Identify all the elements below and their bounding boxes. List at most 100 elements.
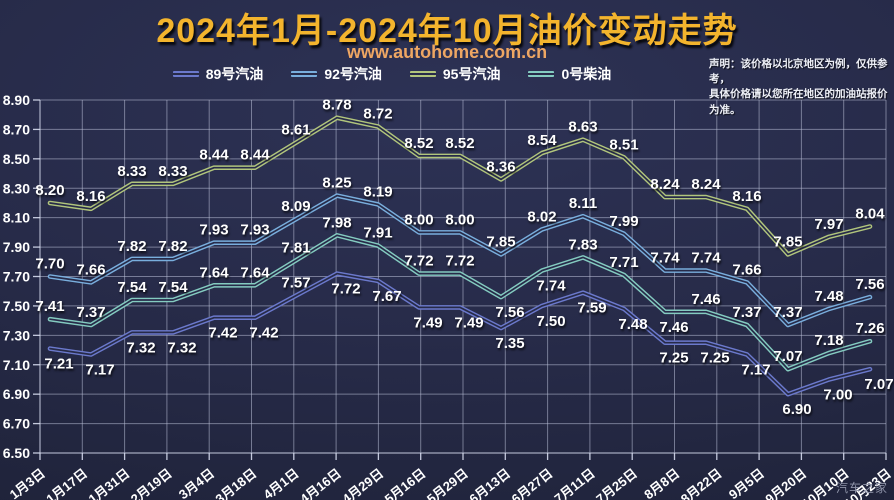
data-label-gasoline-95: 8.72 <box>363 105 392 122</box>
x-axis-tick-label: 4月1日 <box>261 466 302 500</box>
y-axis-tick-label: 8.70 <box>3 121 30 137</box>
x-axis-tick-label: 4月29日 <box>339 466 386 500</box>
data-label-gasoline-89: 7.57 <box>281 275 310 292</box>
data-label-diesel-0: 7.18 <box>814 332 843 349</box>
data-label-gasoline-92: 8.02 <box>527 208 556 225</box>
legend-item-gasoline-95: 95号汽油 <box>409 64 501 84</box>
data-label-diesel-0: 7.83 <box>568 236 597 253</box>
y-axis-tick-label: 7.70 <box>3 269 30 285</box>
data-label-gasoline-92: 7.93 <box>199 222 228 239</box>
data-label-gasoline-95: 8.52 <box>445 135 474 152</box>
website-url: www.autohome.com.cn <box>346 42 548 62</box>
legend-item-gasoline-89: 89号汽油 <box>172 64 264 84</box>
data-label-gasoline-95: 8.16 <box>732 188 761 205</box>
data-label-gasoline-89: 7.35 <box>495 335 524 352</box>
data-label-diesel-0: 7.74 <box>536 278 566 295</box>
y-axis-tick-label: 6.90 <box>3 386 30 402</box>
x-axis-tick-label: 8月8日 <box>641 466 682 500</box>
y-axis-tick-label: 6.70 <box>3 416 30 432</box>
legend-label-diesel-0: 0号柴油 <box>561 66 612 82</box>
data-label-diesel-0: 7.91 <box>363 225 392 242</box>
x-axis-tick-label: 9月20日 <box>762 466 809 500</box>
x-axis-tick-label: 5月29日 <box>424 466 471 500</box>
data-label-gasoline-89: 7.59 <box>577 300 606 317</box>
disclaimer-line-1: 声明：该价格以北京地区为例，仅供参考， <box>709 58 888 86</box>
data-label-gasoline-92: 8.19 <box>363 183 392 200</box>
series-line-core-diesel-0 <box>49 234 871 371</box>
data-label-gasoline-92: 7.99 <box>609 213 638 230</box>
y-axis-tick-label: 7.10 <box>3 357 30 373</box>
data-label-gasoline-95: 7.85 <box>773 233 802 250</box>
legend-line-swatch-gasoline-95 <box>409 71 436 77</box>
data-label-gasoline-95: 8.54 <box>527 132 557 149</box>
x-axis-tick-label: 4月16日 <box>297 466 344 500</box>
data-label-gasoline-89: 7.25 <box>700 350 729 367</box>
data-label-gasoline-95: 8.51 <box>609 136 638 153</box>
data-label-gasoline-95: 8.44 <box>240 147 270 164</box>
x-axis-tick-label: 1月17日 <box>43 466 90 500</box>
data-label-gasoline-89: 7.49 <box>454 314 483 331</box>
data-label-gasoline-92: 7.70 <box>35 256 64 273</box>
data-label-gasoline-95: 8.44 <box>199 147 229 164</box>
disclaimer-note: 声明：该价格以北京地区为例，仅供参考， 具体价格请以您所在地区的加油站报价为准。 <box>709 57 889 118</box>
data-label-gasoline-95: 8.63 <box>568 119 597 136</box>
data-label-gasoline-92: 8.09 <box>281 198 310 215</box>
series-line-core-gasoline-95 <box>49 116 871 256</box>
data-label-gasoline-89: 7.25 <box>659 350 688 367</box>
data-label-gasoline-92: 7.74 <box>650 250 680 267</box>
data-label-gasoline-89: 7.49 <box>413 314 442 331</box>
data-label-diesel-0: 7.46 <box>659 319 688 336</box>
data-label-diesel-0: 7.54 <box>117 279 147 296</box>
data-label-gasoline-89: 7.17 <box>85 361 114 378</box>
y-axis-tick-label: 8.90 <box>3 92 30 108</box>
data-label-diesel-0: 7.72 <box>404 253 433 270</box>
data-label-gasoline-89: 7.00 <box>823 386 852 403</box>
data-label-diesel-0: 7.07 <box>773 348 802 365</box>
data-label-gasoline-92: 7.82 <box>117 238 146 255</box>
data-label-gasoline-95: 8.78 <box>322 97 351 114</box>
legend-label-gasoline-95: 95号汽油 <box>442 66 501 82</box>
x-axis-tick-label: 1月31日 <box>86 466 133 500</box>
data-label-gasoline-92: 7.74 <box>691 250 721 267</box>
data-label-diesel-0: 7.37 <box>76 304 105 321</box>
data-label-gasoline-92: 8.00 <box>445 211 474 228</box>
autohome-watermark: 汽车之家 <box>835 481 888 495</box>
x-axis-tick-label: 6月27日 <box>509 466 556 500</box>
x-axis-tick-label: 3月4日 <box>176 466 217 500</box>
chart-legend: 89号汽油 92号汽油 95号汽油 0号柴油 <box>0 64 784 84</box>
x-axis-tick-label: 8月22日 <box>678 466 725 500</box>
y-axis-tick-label: 6.50 <box>3 445 30 461</box>
y-axis-tick-label: 7.30 <box>3 327 30 343</box>
data-label-gasoline-89: 7.42 <box>208 325 237 342</box>
data-label-gasoline-89: 7.67 <box>372 288 401 305</box>
data-label-diesel-0: 7.98 <box>322 214 351 231</box>
data-label-gasoline-92: 7.48 <box>814 288 843 305</box>
series-line-core-gasoline-92 <box>49 194 871 326</box>
x-axis-tick-label: 7月25日 <box>593 466 640 500</box>
data-label-gasoline-89: 7.07 <box>864 376 893 393</box>
series-diesel-0: 7.41 7.37 7.54 7.54 7.64 7.64 7.81 7.98 7.91 7.72… <box>35 214 885 372</box>
y-axis-tick-label: 8.50 <box>3 151 30 167</box>
x-axis-tick-label: 1月3日 <box>7 466 48 500</box>
y-axis-tick-label: 8.10 <box>3 210 30 226</box>
legend-label-gasoline-89: 89号汽油 <box>205 66 264 82</box>
data-label-gasoline-92: 7.37 <box>773 304 802 321</box>
data-label-gasoline-92: 8.11 <box>569 195 597 212</box>
series-line-core-gasoline-89 <box>49 272 871 396</box>
data-label-gasoline-89: 7.32 <box>167 339 196 356</box>
data-label-gasoline-95: 8.61 <box>281 122 310 139</box>
data-label-diesel-0: 7.26 <box>855 320 884 337</box>
y-axis-tick-label: 7.50 <box>3 298 30 314</box>
x-axis-tick-label: 9月5日 <box>726 466 767 500</box>
data-label-gasoline-95: 8.52 <box>404 135 433 152</box>
data-label-gasoline-95: 8.24 <box>691 176 721 193</box>
series-gasoline-89: 7.21 7.17 7.32 7.32 7.42 7.42 7.57 7.72 7.67 7.49… <box>44 271 894 418</box>
data-label-gasoline-92: 7.93 <box>240 222 269 239</box>
data-label-diesel-0: 7.56 <box>495 304 524 321</box>
data-label-gasoline-95: 8.24 <box>650 176 680 193</box>
data-label-diesel-0: 7.41 <box>35 298 64 315</box>
data-label-gasoline-95: 8.04 <box>855 205 885 222</box>
legend-label-gasoline-92: 92号汽油 <box>324 66 382 82</box>
